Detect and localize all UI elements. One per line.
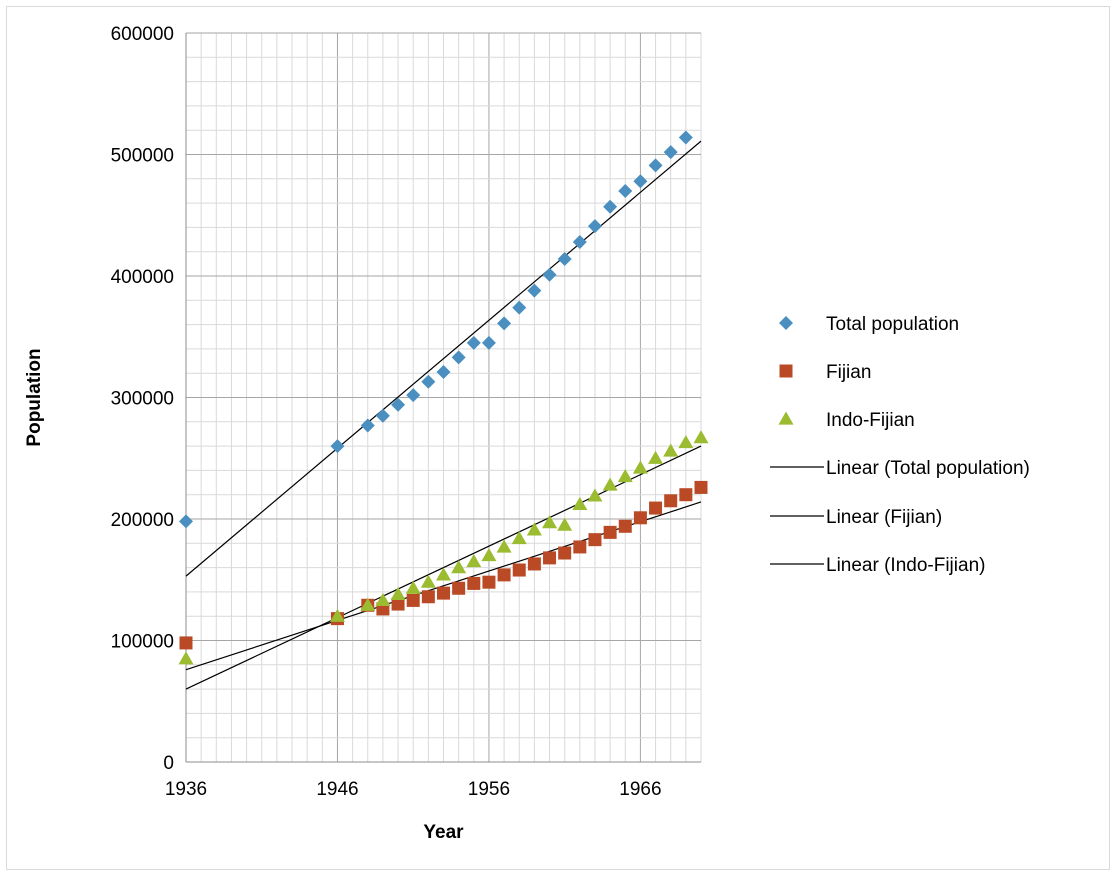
point-triangle-2 <box>587 488 603 502</box>
point-diamond-0 <box>330 439 345 454</box>
legend-label: Linear (Indo-Fijian) <box>826 555 985 576</box>
point-square-1 <box>179 636 193 650</box>
y-tick-label: 300000 <box>111 389 174 410</box>
x-tick-label: 1966 <box>619 779 661 800</box>
point-triangle-2 <box>436 567 451 581</box>
point-triangle-2 <box>360 597 376 611</box>
legend-label: Linear (Fijian) <box>826 507 942 528</box>
point-square-1 <box>694 480 708 494</box>
y-tick-label: 100000 <box>111 632 174 653</box>
point-triangle-2 <box>511 530 527 545</box>
point-triangle-2 <box>178 651 194 665</box>
point-diamond-0 <box>572 234 587 249</box>
legend-marker-square <box>779 364 793 378</box>
point-square-1 <box>558 546 572 560</box>
point-triangle-2 <box>663 443 679 457</box>
point-square-1 <box>664 494 678 508</box>
x-tick-label: 1936 <box>165 779 207 800</box>
point-diamond-0 <box>603 199 618 214</box>
point-triangle-2 <box>632 460 648 474</box>
point-square-1 <box>543 551 557 565</box>
legend-label: Indo-Fijian <box>826 410 915 431</box>
x-tick-label: 1946 <box>316 779 358 800</box>
point-diamond-0 <box>557 251 572 266</box>
point-triangle-2 <box>526 522 542 536</box>
point-square-1 <box>452 581 466 595</box>
trendline-0 <box>185 140 702 577</box>
x-axis-title: Year <box>423 822 464 843</box>
point-square-1 <box>679 488 693 502</box>
point-square-1 <box>573 540 587 554</box>
chart-frame <box>6 6 1110 870</box>
point-square-1 <box>512 563 526 577</box>
point-triangle-2 <box>678 434 694 449</box>
point-square-1 <box>391 597 405 611</box>
point-diamond-0 <box>497 316 512 331</box>
point-diamond-0 <box>179 514 193 529</box>
point-diamond-0 <box>512 300 527 315</box>
tick-labels: 1936 1946 1956 1966 0 100000 200000 300000 40000… <box>111 24 662 800</box>
legend-label: Linear (Total population) <box>826 458 1030 479</box>
point-diamond-0 <box>451 350 466 365</box>
point-diamond-0 <box>391 397 406 412</box>
point-diamond-0 <box>542 267 557 282</box>
point-square-1 <box>603 525 617 539</box>
point-triangle-2 <box>693 430 709 444</box>
point-triangle-2 <box>648 450 664 464</box>
point-diamond-0 <box>481 335 496 350</box>
point-diamond-0 <box>436 364 451 379</box>
point-diamond-0 <box>587 219 602 234</box>
point-triangle-2 <box>542 515 558 529</box>
point-square-1 <box>618 519 632 533</box>
legend-marker-diamond <box>779 316 793 330</box>
point-square-1 <box>649 501 663 515</box>
point-triangle-2 <box>481 547 497 562</box>
point-diamond-0 <box>360 418 375 433</box>
point-diamond-0 <box>375 408 390 423</box>
point-triangle-2 <box>329 608 345 622</box>
point-triangle-2 <box>390 586 406 600</box>
legend: Total population Fijian Indo-Fijian Linear … <box>770 314 1030 576</box>
point-triangle-2 <box>602 477 618 491</box>
point-diamond-0 <box>406 388 421 403</box>
data-markers <box>178 130 709 665</box>
y-axis-title: Population <box>24 348 45 446</box>
point-triangle-2 <box>451 560 467 574</box>
y-tick-label: 0 <box>163 753 174 774</box>
point-triangle-2 <box>557 517 573 531</box>
point-diamond-0 <box>648 158 663 173</box>
legend-label: Fijian <box>826 362 871 383</box>
legend-marker-triangle <box>778 411 794 425</box>
point-diamond-0 <box>421 374 436 389</box>
point-diamond-0 <box>527 283 542 298</box>
x-tick-label: 1956 <box>468 779 510 800</box>
point-diamond-0 <box>663 145 678 160</box>
point-square-1 <box>588 533 602 547</box>
point-square-1 <box>482 575 496 589</box>
point-triangle-2 <box>375 592 391 607</box>
point-square-1 <box>406 593 420 607</box>
point-triangle-2 <box>572 496 588 511</box>
y-tick-label: 600000 <box>111 24 174 45</box>
y-tick-label: 200000 <box>111 510 174 531</box>
point-square-1 <box>633 511 647 525</box>
point-diamond-0 <box>618 183 633 198</box>
legend-label: Total population <box>826 314 959 335</box>
point-square-1 <box>497 568 511 582</box>
point-triangle-2 <box>496 539 512 553</box>
point-diamond-0 <box>678 130 693 145</box>
point-square-1 <box>527 557 541 571</box>
point-triangle-2 <box>466 554 482 568</box>
point-triangle-2 <box>420 574 436 588</box>
y-tick-label: 400000 <box>111 267 174 288</box>
y-tick-label: 500000 <box>111 146 174 167</box>
point-square-1 <box>467 576 481 590</box>
point-triangle-2 <box>405 580 421 594</box>
point-triangle-2 <box>617 468 633 483</box>
point-diamond-0 <box>466 335 481 350</box>
point-square-1 <box>421 590 435 604</box>
point-square-1 <box>437 586 450 600</box>
point-diamond-0 <box>633 174 648 189</box>
